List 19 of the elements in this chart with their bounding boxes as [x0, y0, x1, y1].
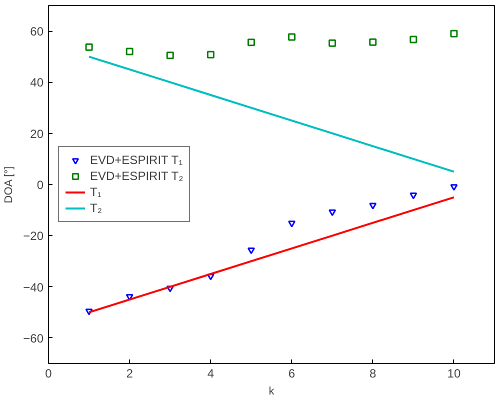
y-tick-label: 0 — [36, 178, 44, 192]
y-tick-label: 20 — [30, 126, 44, 141]
x-tick-label: 2 — [126, 366, 134, 380]
y-tick-label: 40 — [30, 76, 44, 90]
x-tick-label: 6 — [288, 366, 296, 380]
legend-label: EVD+ESPIRIT T₁ — [90, 153, 183, 167]
legend-label: T₁ — [90, 185, 102, 199]
x-tick-label: 0 — [45, 366, 52, 380]
x-tick-label: 4 — [207, 366, 214, 380]
x-tick-label: 8 — [370, 366, 377, 380]
y-tick-label: −40 — [23, 280, 44, 294]
y-tick-label: 60 — [30, 24, 44, 39]
y-tick-label: −20 — [23, 229, 44, 244]
x-axis-title: k — [268, 386, 275, 398]
y-tick-label: −60 — [23, 331, 44, 346]
x-tick-label: 10 — [447, 366, 461, 380]
legend-label: EVD+ESPIRIT T₂ — [90, 169, 184, 183]
legend-label: T₂ — [90, 201, 103, 215]
y-axis-title: DOA [°] — [3, 166, 16, 204]
